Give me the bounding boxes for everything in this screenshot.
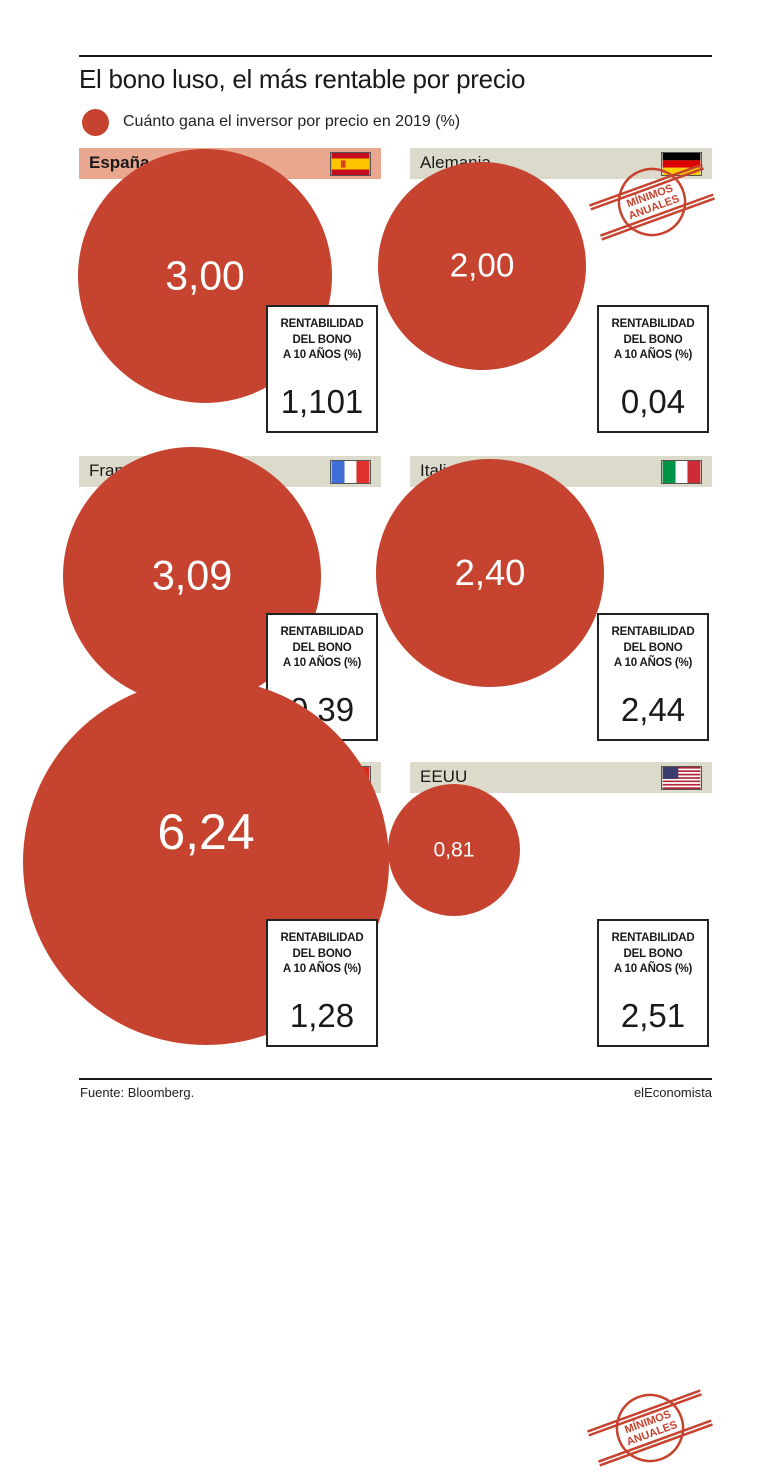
yield-box-caption-line: DEL BONO [292, 947, 352, 960]
country-name: España [89, 153, 150, 172]
yield-box-caption-line: RENTABILIDAD [280, 626, 364, 638]
flag-spain-icon [330, 152, 371, 176]
bubble-value-label: 2,00 [449, 247, 515, 285]
yield-box-caption-line: A 10 AÑOS (%) [613, 657, 693, 669]
yield-box-caption-line: DEL BONO [292, 333, 352, 346]
flag-usa-icon [661, 766, 702, 790]
yield-box-caption-line: RENTABILIDAD [280, 318, 364, 330]
panel-germany: Alemania 2,00 RENTABILIDAD DEL BONO A 10 AÑO… [378, 148, 712, 448]
yield-box-caption-line: A 10 AÑOS (%) [282, 349, 362, 361]
yield-box-caption-line: RENTABILIDAD [611, 318, 695, 330]
yield-value: 1,28 [289, 997, 355, 1034]
yield-box-caption: RENTABILIDAD DEL BONO A 10 AÑOS (%) [268, 317, 376, 364]
source-note: Fuente: Bloomberg. [80, 1085, 195, 1100]
bubble [378, 162, 586, 370]
yield-box: RENTABILIDAD DEL BONO A 10 AÑOS (%) 2,51 [597, 919, 709, 1047]
yield-box-caption-line: DEL BONO [623, 333, 683, 346]
yield-box: RENTABILIDAD DEL BONO A 10 AÑOS (%) 1,101 [266, 305, 378, 433]
bubble-value-label: 2,40 [454, 551, 526, 593]
yield-box: RENTABILIDAD DEL BONO A 10 AÑOS (%) 0,04 [597, 305, 709, 433]
flag-italy-icon [661, 460, 702, 484]
yield-value: 1,101 [280, 383, 364, 420]
bubble [376, 459, 604, 687]
legend: Cuánto gana el inversor por precio en 20… [82, 108, 460, 136]
yield-box-caption: RENTABILIDAD DEL BONO A 10 AÑOS (%) [268, 625, 376, 672]
chart-title: El bono luso, el más rentable por precio [79, 64, 526, 94]
bubble-value-label: 3,00 [165, 252, 245, 299]
yield-box-caption-line: A 10 AÑOS (%) [282, 963, 362, 975]
bottom-rule [79, 1078, 712, 1080]
yield-box-caption: RENTABILIDAD DEL BONO A 10 AÑOS (%) [599, 625, 707, 672]
yield-box-caption-line: A 10 AÑOS (%) [613, 349, 693, 361]
yield-box-caption-line: DEL BONO [292, 641, 352, 654]
bubble-value-label: 6,24 [157, 804, 255, 860]
bubble [387, 783, 521, 917]
yield-box-caption-line: A 10 AÑOS (%) [613, 963, 693, 975]
bubble-value-label: 3,09 [151, 552, 233, 599]
yield-box: RENTABILIDAD DEL BONO A 10 AÑOS (%) 1,28 [266, 919, 378, 1047]
country-name: EEUU [420, 767, 468, 786]
legend-text: Cuánto gana el inversor por precio en 20… [123, 113, 461, 130]
yield-box-caption: RENTABILIDAD DEL BONO A 10 AÑOS (%) [268, 931, 376, 978]
yield-box-caption-line: A 10 AÑOS (%) [282, 657, 362, 669]
top-rule [79, 55, 712, 57]
brand-credit: elEconomista [633, 1085, 712, 1100]
yield-box-caption-line: RENTABILIDAD [611, 626, 695, 638]
yield-box-caption-line: DEL BONO [623, 641, 683, 654]
yield-value: 0,04 [620, 383, 686, 420]
yield-box-caption: RENTABILIDAD DEL BONO A 10 AÑOS (%) [599, 317, 707, 364]
bubble-value-label: 0,81 [433, 838, 475, 862]
panel-spain: España 3,00 RENTABILIDAD DEL BONO A 10 AÑOS … [77, 148, 381, 448]
flag-france-icon [330, 460, 371, 484]
yield-box: RENTABILIDAD DEL BONO A 10 AÑOS (%) 2,44 [597, 613, 709, 741]
yield-value: 2,51 [620, 997, 686, 1034]
yield-box-caption: RENTABILIDAD DEL BONO A 10 AÑOS (%) [599, 931, 707, 978]
yield-value: 2,44 [620, 691, 686, 728]
yield-box-caption-line: RENTABILIDAD [280, 932, 364, 944]
legend-dot [82, 108, 109, 136]
yield-box-caption-line: RENTABILIDAD [611, 932, 695, 944]
yield-box-caption-line: DEL BONO [623, 947, 683, 960]
panel-usa: EEUU 0,81 RENTABILIDAD DEL BONO A 10 AÑOS (%… [387, 762, 712, 1062]
